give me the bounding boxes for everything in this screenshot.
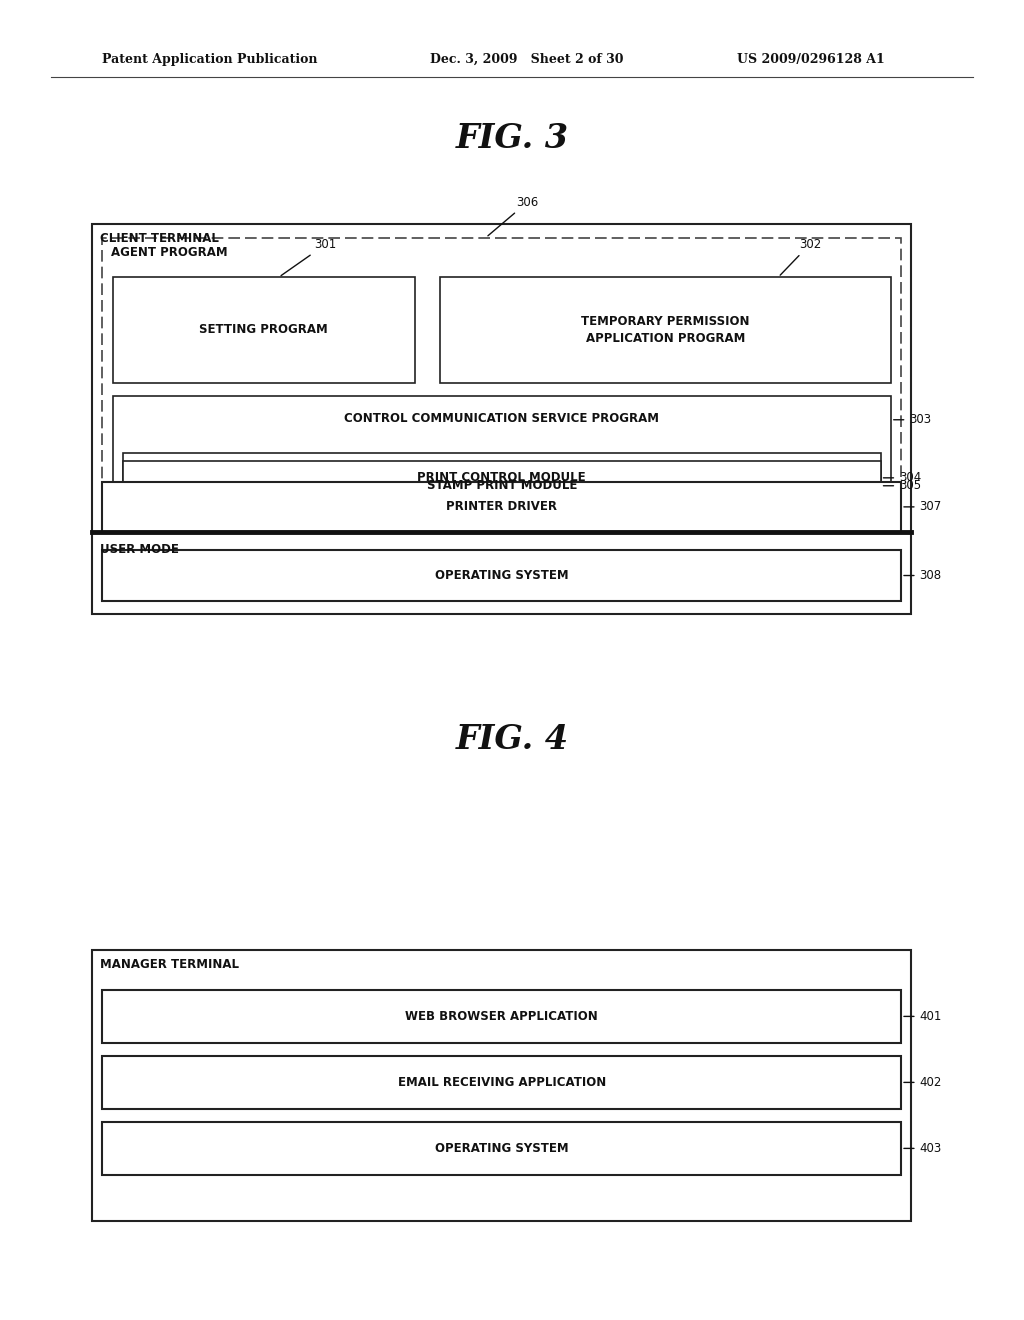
- Text: 301: 301: [281, 238, 337, 276]
- Text: PRINTER DRIVER: PRINTER DRIVER: [446, 500, 557, 513]
- Text: OPERATING SYSTEM: OPERATING SYSTEM: [435, 1142, 568, 1155]
- Text: TEMPORARY PERMISSION
APPLICATION PROGRAM: TEMPORARY PERMISSION APPLICATION PROGRAM: [582, 315, 750, 345]
- Text: SETTING PROGRAM: SETTING PROGRAM: [200, 323, 328, 337]
- Bar: [440, 277, 891, 383]
- Bar: [102, 482, 901, 532]
- Text: PRINT CONTROL MODULE: PRINT CONTROL MODULE: [418, 471, 586, 484]
- Bar: [123, 461, 881, 511]
- Text: 304: 304: [884, 471, 922, 484]
- Bar: [102, 990, 901, 1043]
- Bar: [113, 396, 891, 521]
- Text: FIG. 3: FIG. 3: [456, 121, 568, 154]
- Bar: [102, 1056, 901, 1109]
- Bar: [92, 950, 911, 1221]
- Bar: [102, 1122, 901, 1175]
- Bar: [123, 453, 881, 503]
- Text: AGENT PROGRAM: AGENT PROGRAM: [111, 246, 227, 259]
- Text: CONTROL COMMUNICATION SERVICE PROGRAM: CONTROL COMMUNICATION SERVICE PROGRAM: [344, 412, 659, 425]
- Text: CLIENT TERMINAL: CLIENT TERMINAL: [100, 232, 219, 246]
- Bar: [102, 550, 901, 601]
- Text: MANAGER TERMINAL: MANAGER TERMINAL: [100, 958, 240, 972]
- Text: OPERATING SYSTEM: OPERATING SYSTEM: [435, 569, 568, 582]
- Bar: [92, 224, 911, 614]
- Text: STAMP PRINT MODULE: STAMP PRINT MODULE: [427, 479, 577, 492]
- Text: USER MODE: USER MODE: [100, 543, 179, 556]
- Text: FIG. 4: FIG. 4: [456, 723, 568, 755]
- Text: EMAIL RECEIVING APPLICATION: EMAIL RECEIVING APPLICATION: [397, 1076, 606, 1089]
- Text: 303: 303: [894, 413, 932, 426]
- Bar: [113, 277, 415, 383]
- Bar: [102, 238, 901, 528]
- Text: WEB BROWSER APPLICATION: WEB BROWSER APPLICATION: [406, 1010, 598, 1023]
- Text: Dec. 3, 2009   Sheet 2 of 30: Dec. 3, 2009 Sheet 2 of 30: [430, 53, 624, 66]
- Text: 403: 403: [904, 1142, 942, 1155]
- Text: 306: 306: [487, 195, 539, 236]
- Text: 402: 402: [904, 1076, 942, 1089]
- Text: US 2009/0296128 A1: US 2009/0296128 A1: [737, 53, 885, 66]
- Text: 308: 308: [904, 569, 942, 582]
- Text: 302: 302: [780, 238, 821, 275]
- Text: Patent Application Publication: Patent Application Publication: [102, 53, 317, 66]
- Text: 307: 307: [904, 500, 942, 513]
- Text: 305: 305: [884, 479, 922, 492]
- Text: 401: 401: [904, 1010, 942, 1023]
